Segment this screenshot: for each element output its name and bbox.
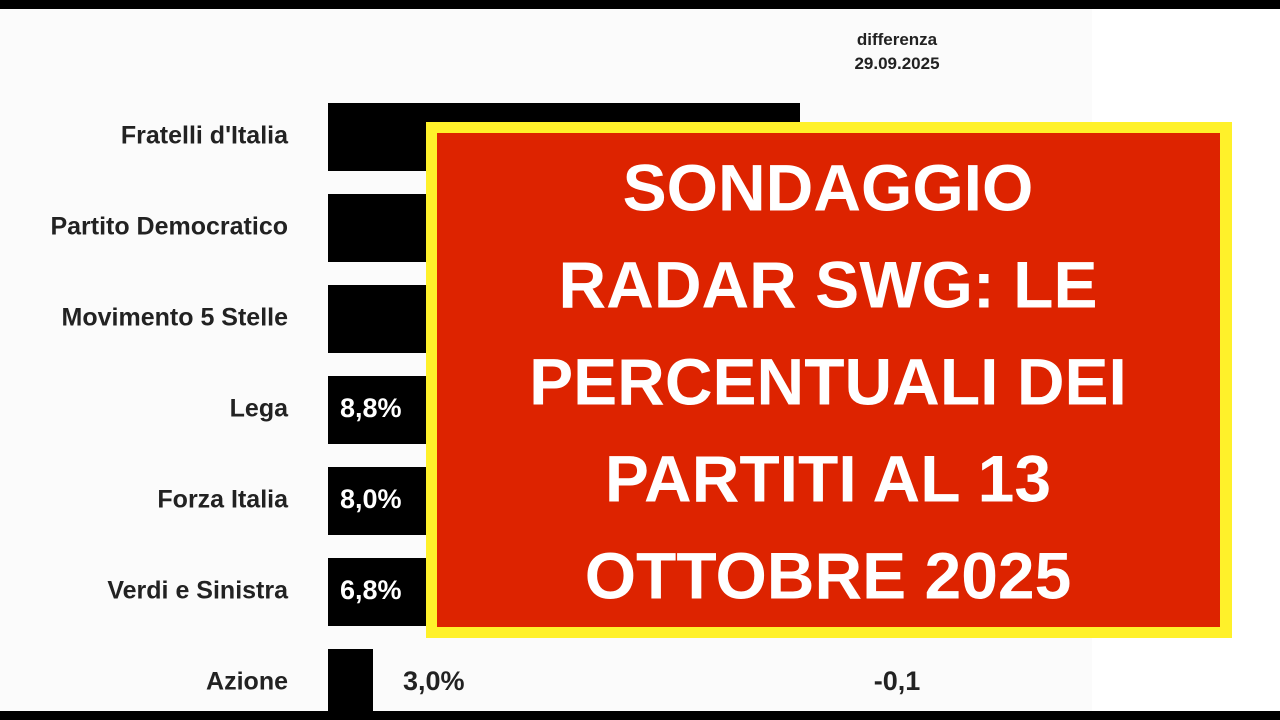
overlay-box xyxy=(437,133,1220,627)
party-label: Lega xyxy=(230,395,289,423)
bottom-border xyxy=(0,711,1280,720)
value-label: 3,0% xyxy=(403,666,465,696)
overlay-line: RADAR SWG: LE xyxy=(559,247,1098,321)
bar xyxy=(328,649,373,717)
bar xyxy=(328,558,430,626)
party-label: Fratelli d'Italia xyxy=(121,122,289,150)
party-label: Verdi e Sinistra xyxy=(107,577,289,605)
header-line: differenza xyxy=(857,30,938,49)
value-label: 6,8% xyxy=(340,575,402,605)
overlay-line: PARTITI AL 13 xyxy=(605,441,1051,515)
overlay-line: SONDAGGIO xyxy=(623,150,1034,224)
top-border xyxy=(0,0,1280,9)
overlay-line: PERCENTUALI DEI xyxy=(529,344,1127,418)
party-label: Partito Democratico xyxy=(50,213,288,241)
diff-label: -0,1 xyxy=(874,666,921,696)
header-line: 29.09.2025 xyxy=(854,54,939,73)
party-label: Azione xyxy=(206,668,288,696)
value-label: 8,8% xyxy=(340,393,402,423)
overlay-line: OTTOBRE 2025 xyxy=(585,538,1072,612)
value-label: 8,0% xyxy=(340,484,402,514)
party-label: Forza Italia xyxy=(157,486,289,514)
party-label: Movimento 5 Stelle xyxy=(62,304,289,332)
